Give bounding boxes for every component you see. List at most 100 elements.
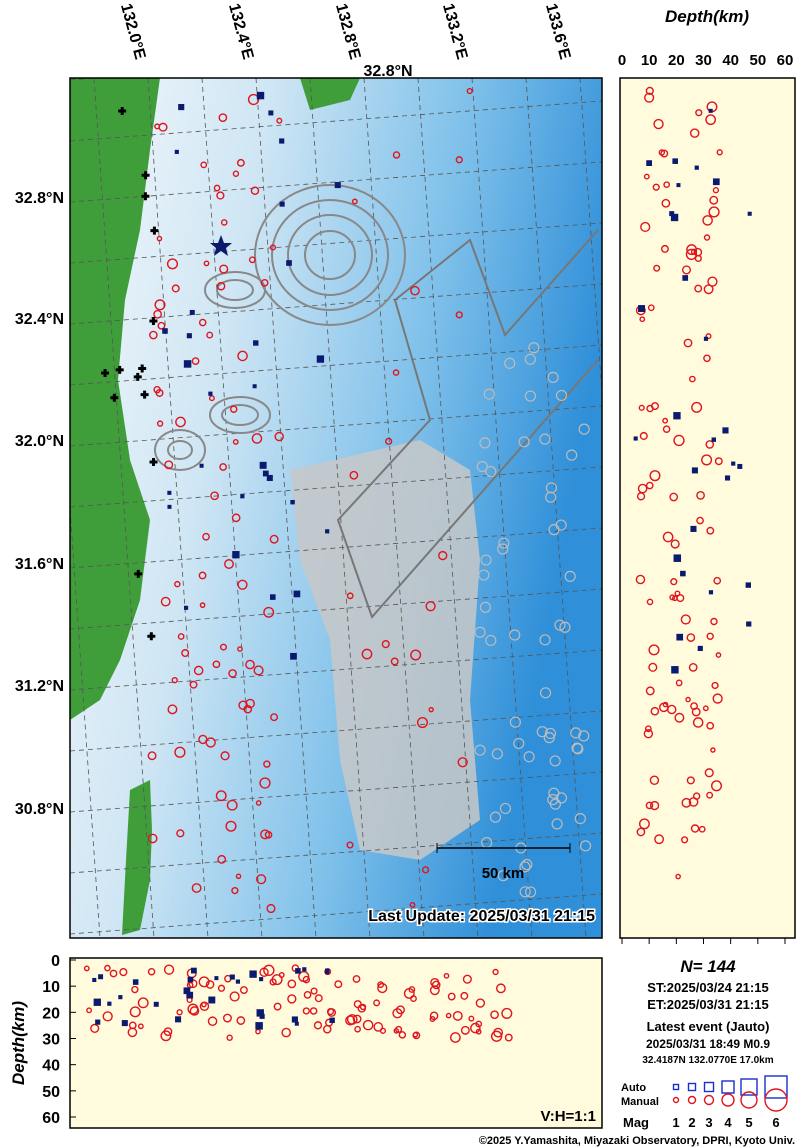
event-auto [262,470,269,477]
event-auto [183,360,192,368]
lat-label: 31.6°N [15,556,64,573]
event-manual [352,1014,362,1024]
offshore-event [574,812,586,825]
station [110,393,119,402]
offshore-event [579,840,592,852]
event-manual [127,1027,138,1038]
lat-label: 32.8°N [15,190,64,207]
event-manual [198,318,207,327]
event-auto [183,987,191,995]
event-manual [206,331,214,339]
event-manual [235,873,242,880]
event-manual [270,713,279,722]
offshore-event [578,730,590,742]
event-manual [457,757,468,768]
grid-line [70,466,602,508]
event-auto [670,213,679,222]
event-auto [680,570,686,577]
event-manual [662,425,671,433]
section-tick-label: 30 [42,1032,60,1049]
section-panel [69,957,603,1129]
latest-time: 2025/03/31 18:49 M0.9 [646,1037,770,1051]
grid-line [70,893,602,935]
event-auto [293,590,301,598]
map-area: 50 km Last Update: 2025/03/31 21:15 [70,78,602,938]
offshore-event [479,601,491,613]
last-update: Last Update: 2025/03/31 21:15 [368,908,595,925]
event-manual [198,571,207,580]
legend-square [687,1082,697,1092]
event-manual [303,991,312,999]
land-island [122,780,152,935]
offshore-event [504,357,516,369]
event-manual [688,663,698,672]
event-manual [231,513,241,523]
event-manual [669,594,676,601]
event-manual [493,1027,504,1038]
event-manual [208,395,215,402]
grid-line [70,649,602,691]
event-manual [681,836,689,844]
event-manual [661,198,671,208]
offshore-event [497,543,509,555]
count: N= 144 [680,957,736,976]
station [141,192,150,201]
event-manual [302,975,311,984]
footer: ©2025 Y.Yamashita, Miyazaki Observatory,… [479,1135,795,1147]
event-manual [199,1001,210,1012]
event-auto [121,1020,128,1027]
event-auto [259,977,264,982]
event-manual [199,602,206,609]
event-manual [490,1030,503,1042]
event-manual [198,976,210,988]
event-manual [645,481,654,490]
event-manual [445,1012,452,1019]
event-auto [279,201,285,207]
event-auto [214,976,219,981]
event-manual [193,665,204,676]
event-auto [676,183,681,188]
event-manual [361,648,373,660]
offshore-event [559,621,571,633]
event-auto [691,467,698,474]
station [149,316,158,325]
event-manual [660,244,669,253]
event-manual [147,751,157,761]
event-manual [359,1003,367,1011]
legend-circle [672,1096,680,1104]
section-tick-label: 10 [42,979,60,996]
event-manual [377,981,385,989]
event-manual [119,967,128,977]
depth-tick-label: 10 [641,52,658,69]
event-auto [187,976,194,983]
event-manual [466,87,473,95]
event-manual [653,118,664,130]
event-manual [392,1008,403,1019]
event-manual [250,186,260,195]
event-manual [274,431,284,442]
event-manual [269,534,279,544]
event-manual [153,309,163,319]
event-manual [174,580,181,588]
event-manual [229,405,238,413]
event-auto [162,328,168,334]
event-auto [252,384,257,389]
ratio-label: V:H=1:1 [541,1108,596,1125]
event-manual [670,539,680,549]
event-manual [690,702,698,711]
event-auto [259,461,267,469]
trough-line [336,299,599,619]
event-auto [232,551,240,559]
offshore-event [572,743,584,755]
event-manual [431,980,441,990]
event-manual [475,1028,482,1035]
event-manual [455,156,463,164]
event-manual [704,768,714,778]
event-manual [408,986,416,993]
event-manual [276,117,283,124]
lat-label: 30.8°N [15,801,64,818]
event-manual [691,401,703,413]
event-manual [686,244,698,256]
event-auto [724,475,731,481]
event-manual [639,431,648,440]
